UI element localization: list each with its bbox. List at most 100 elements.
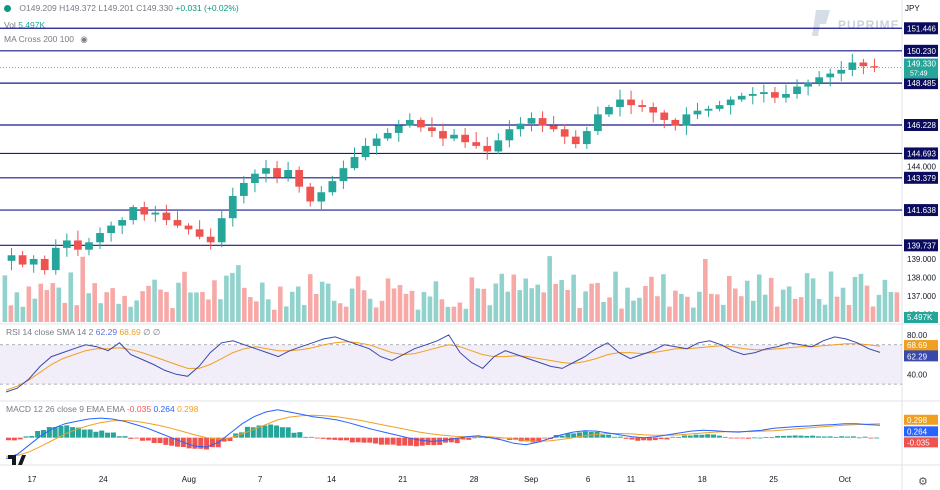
candle-body <box>638 105 647 107</box>
candle-body <box>18 255 27 265</box>
volume-bar <box>822 304 828 322</box>
macd-histogram-bar <box>390 437 396 445</box>
macd-histogram-bar <box>396 437 402 446</box>
macd-histogram-bar <box>87 429 93 438</box>
volume-bar <box>703 258 708 322</box>
macd-histogram-bar <box>711 434 717 438</box>
eye-off-icon[interactable]: ◉ <box>80 34 88 44</box>
ma-legend[interactable]: MA Cross 200 100 ◉ <box>4 34 88 45</box>
candle-body <box>682 114 691 126</box>
volume-bar <box>613 271 618 322</box>
vol-value: 5.497K <box>18 20 46 30</box>
macd-histogram-bar <box>600 434 606 438</box>
macd-histogram-bar <box>641 437 647 441</box>
macd-badge <box>904 426 938 437</box>
close-value: C149.330 <box>136 3 174 13</box>
volume-bar <box>499 273 505 322</box>
volume-bar <box>679 293 684 322</box>
candle-body <box>361 145 370 158</box>
settings-gear-icon[interactable]: ⚙ <box>918 476 928 488</box>
volume-bar <box>343 306 349 322</box>
volume-bar <box>595 282 600 322</box>
volume-bar <box>301 304 307 322</box>
volume-bar <box>780 289 786 322</box>
volume-bar <box>457 302 463 322</box>
macd-histogram-bar <box>477 437 483 438</box>
macd-histogram-bar <box>722 436 728 438</box>
ma-label: MA Cross 200 100 <box>4 34 74 44</box>
macd-histogram-bar <box>606 434 612 438</box>
candle-body <box>394 125 403 133</box>
macd-histogram-bar <box>145 437 151 441</box>
macd-histogram-bar <box>209 437 215 448</box>
time-axis-label: 14 <box>327 475 336 484</box>
macd-histogram-bar <box>815 436 821 438</box>
volume-bar <box>50 283 56 322</box>
candle-body <box>162 212 171 221</box>
macd-histogram-bar <box>256 425 262 438</box>
volume-bar <box>272 309 277 322</box>
level-badge <box>904 171 938 184</box>
candle-body <box>660 112 669 120</box>
volume-bar <box>619 308 624 322</box>
currency-label: JPY <box>905 4 920 13</box>
macd-histogram-bar <box>524 437 530 442</box>
rsi-label: RSI 14 close SMA 14 2 <box>6 327 94 337</box>
time-axis-label: 7 <box>258 475 263 484</box>
candle-body <box>107 225 115 234</box>
level-badge-label: 151.446 <box>907 24 936 33</box>
brand-mark-icon <box>812 10 830 36</box>
volume-bar <box>116 303 121 322</box>
macd-histogram-bar <box>279 427 285 438</box>
volume-bar <box>655 296 660 322</box>
volume-bar <box>577 307 582 322</box>
volume-bar <box>170 308 175 322</box>
macd-histogram-bar <box>297 432 303 438</box>
volume-bar <box>505 291 511 322</box>
macd-histogram-bar <box>29 436 35 438</box>
macd-signal-badge-label: 0.298 <box>907 416 928 425</box>
volume-bar <box>146 285 151 322</box>
volume-bar <box>277 286 283 322</box>
volume-bar <box>469 277 475 322</box>
macd-value: 0.264 <box>153 404 175 414</box>
macd-histogram-bar <box>670 436 676 438</box>
volume-bar <box>858 273 864 322</box>
volume-bar <box>565 289 570 322</box>
volume-bar <box>511 274 517 322</box>
volume-bar <box>451 306 457 322</box>
level-badge <box>904 44 938 57</box>
level-badge <box>904 239 938 252</box>
macd-histogram-bar <box>169 437 175 446</box>
volume-bar <box>391 288 397 322</box>
rsi-legend: RSI 14 close SMA 14 2 62.29 68.69 ∅ ∅ <box>6 327 160 338</box>
volume-bar <box>38 283 44 322</box>
macd-histogram-bar <box>326 437 332 440</box>
volume-bar <box>726 275 732 322</box>
time-axis-label: 6 <box>586 475 591 484</box>
candle-body <box>483 145 492 152</box>
time-axis-label: Aug <box>182 475 196 484</box>
macd-histogram-bar <box>676 436 682 438</box>
status-dot-icon <box>4 5 11 12</box>
candle-body <box>671 119 680 126</box>
volume-bar <box>445 306 451 322</box>
level-badge-label: 139.737 <box>907 241 936 250</box>
candle-body <box>494 140 503 152</box>
macd-histogram-bar <box>530 437 536 443</box>
volume-bar <box>295 286 301 322</box>
candle-body <box>306 186 315 202</box>
price-tick-label: 139.000 <box>907 255 936 264</box>
candle-body <box>339 168 348 182</box>
candle-body <box>848 62 857 70</box>
volume-bar <box>691 307 696 322</box>
macd-hist-value: -0.035 <box>126 404 152 414</box>
macd-histogram-bar <box>70 427 76 438</box>
macd-histogram-bar <box>355 437 361 443</box>
macd-signal-line <box>5 414 881 457</box>
volume-bar <box>14 292 20 322</box>
volume-bar <box>870 306 876 322</box>
macd-histogram-bar <box>472 437 478 439</box>
volume-bar <box>762 294 768 322</box>
